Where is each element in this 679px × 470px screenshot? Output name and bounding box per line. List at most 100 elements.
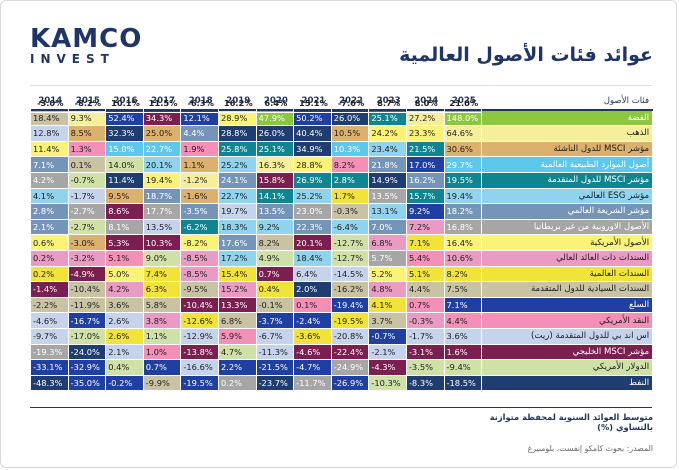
return-cell: 7.5% [443, 281, 483, 298]
table-row: -19.3% -24.0% 2.1% 1.0% -13.8% 4.7% -11.3% -4.6… [30, 343, 654, 361]
return-cell: -6.7% [255, 327, 295, 345]
return-cell: -3.0% [67, 234, 107, 251]
return-cell: 25.1% [255, 140, 295, 158]
return-cell: 4.1% [30, 187, 69, 205]
return-cell: 17.6% [217, 234, 257, 251]
return-cell: 24.1% [217, 171, 257, 189]
return-cell: 13.3% [217, 296, 257, 314]
table-row: -48.3% -35.0% -0.2% -9.9% -19.5% 0.2% -23.7% -1… [30, 374, 654, 392]
average-value: 8.0% [405, 93, 445, 113]
return-cell: 26.0% [255, 125, 295, 142]
return-cell: 0.4% [105, 359, 144, 376]
return-cell: -9.9% [142, 374, 182, 392]
asset-class-header: فئات الأصول [481, 92, 654, 111]
return-cell: 25.1% [368, 109, 407, 127]
return-cell: -0.1% [255, 296, 295, 314]
return-cell: -0.2% [105, 374, 144, 392]
average-value: 16.2% [217, 93, 257, 113]
return-cell: 7.4% [142, 265, 182, 283]
return-cell: 25.2% [293, 187, 332, 205]
return-cell: -12.6% [180, 312, 219, 329]
return-cell: -19.4% [330, 296, 370, 314]
return-cell: -12.7% [330, 234, 370, 251]
return-cell: -19.3% [30, 343, 69, 361]
return-cell: 9.0% [142, 249, 182, 267]
return-cell: 5.9% [217, 327, 257, 345]
return-cell: 3.6% [443, 327, 483, 345]
return-cell: 0.2% [30, 265, 69, 283]
asset-class-label: الدولار الأمريكي [481, 359, 654, 376]
asset-class-label: اس اند بي للدول المتقدمة (ريت) [481, 327, 654, 345]
return-cell: 5.1% [105, 249, 144, 267]
return-cell: 21.5% [405, 140, 445, 158]
return-cell: -19.5% [180, 374, 219, 392]
return-cell: -2.7% [67, 218, 107, 236]
return-cell: 18.7% [142, 187, 182, 205]
asset-class-label: مؤشر MSCI الخليجي [481, 343, 654, 361]
return-cell: 4.4% [405, 281, 445, 298]
return-cell: 9.3% [67, 109, 107, 127]
return-cell: 10.5% [330, 125, 370, 142]
return-cell: -8.3% [405, 374, 445, 392]
return-cell: 13.5% [368, 187, 407, 205]
return-cell: 6.4% [293, 265, 332, 283]
table-row: 0.2% -3.2% 5.1% 9.0% -8.5% 17.2% 4.9% 18.4% -12.… [30, 249, 654, 267]
return-cell: 9.2% [405, 203, 445, 220]
return-cell: 28.8% [293, 156, 332, 173]
asset-class-label: مؤشر MSCI للدول المتقدمة [481, 171, 654, 189]
return-cell: -16.6% [180, 359, 219, 376]
return-cell: 34.3% [142, 109, 182, 127]
return-cell: -6.2% [180, 218, 219, 236]
return-cell: 2.6% [105, 312, 144, 329]
return-cell: 11.4% [105, 171, 144, 189]
return-cell: 13.5% [142, 218, 182, 236]
return-cell: -14.5% [330, 265, 370, 283]
return-cell: 1.6% [443, 343, 483, 361]
return-cell: 6.8% [217, 312, 257, 329]
return-cell: 4.4% [180, 125, 219, 142]
return-cell: 4.4% [443, 312, 483, 329]
return-cell: -1.2% [180, 171, 219, 189]
return-cell: -18.5% [443, 374, 483, 392]
return-cell: 34.9% [293, 140, 332, 158]
return-cell: 16.3% [255, 156, 295, 173]
return-cell: -3.5% [405, 359, 445, 376]
return-cell: -4.6% [30, 312, 69, 329]
return-cell: 2.2% [217, 359, 257, 376]
average-value: -8.2% [67, 93, 107, 113]
return-cell: 19.7% [217, 203, 257, 220]
return-cell: -4.3% [368, 359, 407, 376]
kamco-logo: KAMCO INVEST [30, 26, 142, 66]
return-cell: 0.7% [405, 296, 445, 314]
return-cell: -4.7% [293, 359, 332, 376]
asset-class-label: الذهب [481, 125, 654, 142]
return-cell: 13.5% [255, 203, 295, 220]
return-cell: 10.3% [142, 234, 182, 251]
return-cell: 23.4% [368, 140, 407, 158]
table-row: -33.1% -32.9% 0.4% 0.7% -16.6% 2.2% -21.5% -4.7… [30, 359, 654, 376]
table-row: 4.2% -0.7% 11.4% 19.4% -1.2% 24.1% 15.8% 26.9% 2… [30, 171, 654, 189]
return-cell: 18.2% [443, 203, 483, 220]
average-value: 11.5% [142, 93, 182, 113]
return-cell: 27.2% [405, 109, 445, 127]
return-cell: -10.3% [368, 374, 407, 392]
return-cell: -6.4% [330, 218, 370, 236]
return-cell: 2.0% [293, 281, 332, 298]
average-value: 21.0% [443, 93, 483, 113]
return-cell: 21.8% [368, 156, 407, 173]
table-row: 4.1% -1.7% 9.5% 18.7% -1.6% 22.7% 14.1% 25.2% 1.… [30, 187, 654, 205]
return-cell: 1.1% [180, 156, 219, 173]
return-cell: 6.3% [142, 281, 182, 298]
asset-class-label: مؤشر ESG العالمي [481, 187, 654, 205]
asset-class-label: السندات ذات العائد العالي [481, 249, 654, 267]
return-cell: -26.9% [330, 374, 370, 392]
return-cell: 8.1% [105, 218, 144, 236]
return-cell: 19.5% [443, 171, 483, 189]
return-cell: 0.2% [30, 249, 69, 267]
returns-table: 2014 2015 2016 2017 2018 2019 2020 2021 2022 2023… [30, 92, 654, 392]
return-cell: 7.0% [368, 218, 407, 236]
asset-class-label: الأصول الاوروبية من غير بريطانيا [481, 218, 654, 236]
table-row: -4.6% -16.7% 2.6% 3.8% -12.6% 6.8% -3.7% -2.4% -… [30, 312, 654, 329]
return-cell: 15.2% [217, 281, 257, 298]
